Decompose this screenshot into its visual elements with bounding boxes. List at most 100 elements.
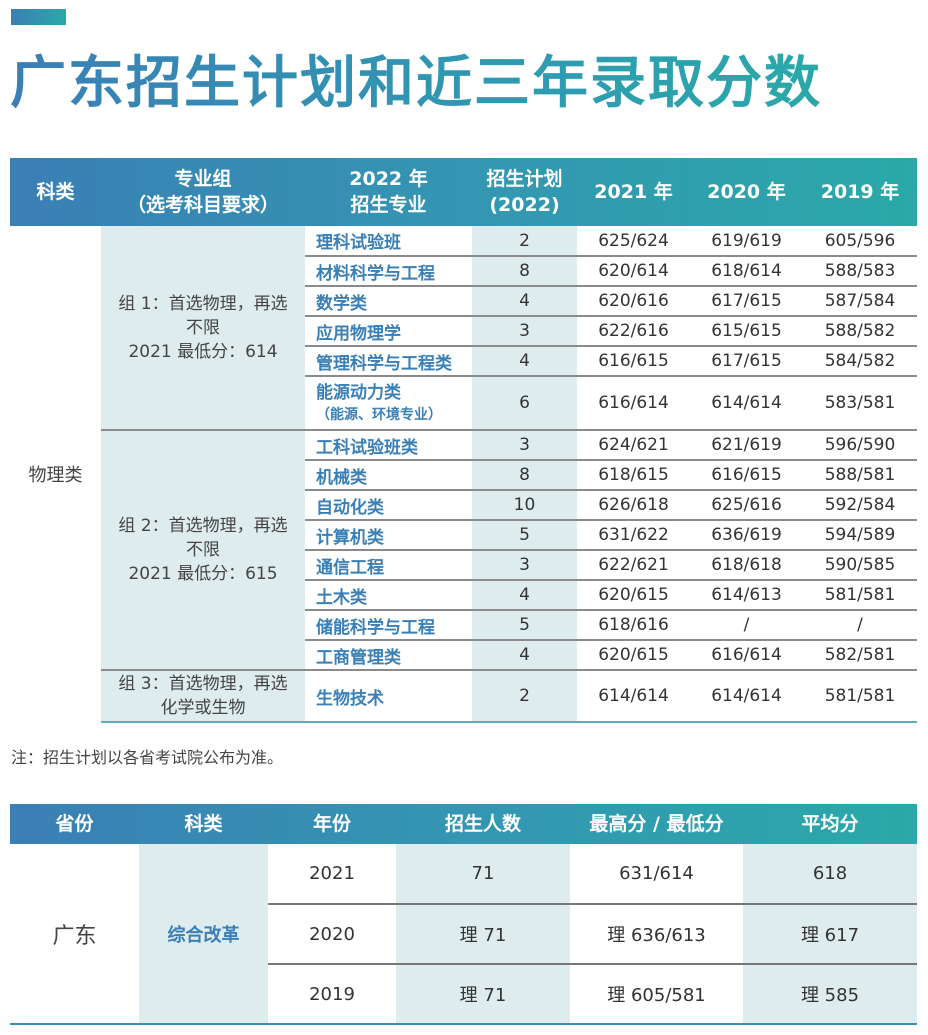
table-row: 材料科学与工程 8 620/614 618/614 588/583 — [10, 256, 917, 287]
table-row: 物理类 组 1：首选物理，再选 不限 2021 最低分：614 理科试验班 2 … — [10, 226, 917, 486]
score-2021-cell: 625/624 — [577, 226, 690, 257]
plan-cell: 3 — [472, 316, 577, 347]
score-2020-cell: 636/619 — [690, 520, 803, 551]
header-major: 2022 年 招生专业 — [305, 158, 472, 226]
plan-cell: 8 — [472, 256, 577, 287]
table-header-row: 省份 科类 年份 招生人数 最高分 / 最低分 平均分 — [10, 804, 917, 844]
header-major-line1: 2022 年 — [349, 168, 428, 190]
score-2019-cell: 583/581 — [803, 376, 917, 431]
score-2021-cell: 616/614 — [577, 376, 690, 431]
major-cell: 土木类 — [305, 580, 472, 611]
high-low-cell: 理 636/613 — [570, 904, 743, 965]
major-cell: 应用物理学 — [305, 316, 472, 347]
score-2019-cell: 588/582 — [803, 316, 917, 347]
score-2021-cell: 616/615 — [577, 346, 690, 377]
major-cell: 数学类 — [305, 286, 472, 317]
group-1-line3: 2021 最低分：614 — [128, 341, 278, 362]
score-2019-cell: 581/581 — [803, 580, 917, 611]
group-1-cell: 组 1：首选物理，再选 不限 2021 最低分：614 — [101, 226, 305, 431]
score-2020-cell: 618/614 — [690, 256, 803, 287]
score-2020-cell: 616/614 — [690, 640, 803, 671]
year-cell: 2020 — [268, 904, 396, 965]
enrollment-cell: 理 71 — [396, 904, 570, 965]
score-2021-cell: 620/615 — [577, 580, 690, 611]
footnote: 注：招生计划以各省考试院公布为准。 — [11, 748, 284, 767]
group-2-line2: 不限 — [186, 540, 220, 560]
enrollment-cell: 71 — [396, 844, 570, 905]
major-subtitle: （能源、环境专业） — [316, 407, 442, 423]
score-2020-cell: 619/619 — [690, 226, 803, 257]
table-row: 工商管理类 4 620/615 616/614 582/581 — [10, 640, 917, 671]
score-2020-cell: 617/615 — [690, 286, 803, 317]
score-2019-cell: 581/581 — [803, 670, 917, 723]
average-cell: 理 585 — [743, 964, 917, 1025]
group-1-line1: 组 1：首选物理，再选 — [118, 293, 288, 314]
table-row: 能源动力类 （能源、环境专业） 6 616/614 614/614 583/58… — [10, 376, 917, 431]
major-cell: 材料科学与工程 — [305, 256, 472, 287]
average-cell: 理 617 — [743, 904, 917, 965]
group-2-cell: 组 2：首选物理，再选 不限 2021 最低分：615 — [101, 430, 305, 671]
major-cell: 工科试验班类 — [305, 430, 472, 461]
table-header-row: 科类 专业组 （选考科目要求） 2022 年 招生专业 招生计划 (2022) … — [10, 158, 917, 226]
admission-plan-table: 科类 专业组 （选考科目要求） 2022 年 招生专业 招生计划 (2022) … — [10, 158, 917, 723]
score-2019-cell: 584/582 — [803, 346, 917, 377]
category-cell: 综合改革 — [139, 844, 268, 1025]
plan-cell: 3 — [472, 430, 577, 461]
group-3-line1: 组 3：首选物理，再选 — [118, 674, 288, 694]
plan-cell: 4 — [472, 286, 577, 317]
score-2020-cell: 618/618 — [690, 550, 803, 581]
score-2019-cell: 587/584 — [803, 286, 917, 317]
score-2021-cell: 626/618 — [577, 490, 690, 521]
header-2020: 2020 年 — [707, 181, 786, 203]
score-2021-cell: 622/621 — [577, 550, 690, 581]
table-row: 2020 理 71 理 636/613 理 617 — [10, 904, 917, 965]
score-2019-cell: 588/581 — [803, 460, 917, 491]
major-cell: 储能科学与工程 — [305, 610, 472, 641]
group-3-cell: 组 3：首选物理，再选 化学或生物 — [101, 670, 305, 723]
table-row: 管理科学与工程类 4 616/615 617/615 584/582 — [10, 346, 917, 377]
major-cell: 能源动力类 （能源、环境专业） — [305, 376, 472, 431]
header-2021: 2021 年 — [594, 181, 673, 203]
group-3-line2: 化学或生物 — [160, 698, 246, 718]
score-2019-cell: 588/583 — [803, 256, 917, 287]
plan-cell: 4 — [472, 640, 577, 671]
score-2021-cell: 620/615 — [577, 640, 690, 671]
high-low-cell: 631/614 — [570, 844, 743, 905]
high-low-cell: 理 605/581 — [570, 964, 743, 1025]
year-cell: 2019 — [268, 964, 396, 1025]
header-major-line2: 招生专业 — [350, 194, 427, 216]
table-row: 2019 理 71 理 605/581 理 585 — [10, 964, 917, 1025]
plan-cell: 10 — [472, 490, 577, 521]
major-cell: 生物技术 — [305, 670, 472, 723]
plan-cell: 8 — [472, 460, 577, 491]
score-2020-cell: 614/614 — [690, 670, 803, 723]
year-cell: 2021 — [268, 844, 396, 905]
accent-bar — [11, 9, 66, 25]
average-cell: 618 — [743, 844, 917, 905]
header-plan: 招生计划 (2022) — [472, 158, 577, 226]
score-2020-cell: 617/615 — [690, 346, 803, 377]
score-2019-cell: 592/584 — [803, 490, 917, 521]
major-cell: 机械类 — [305, 460, 472, 491]
plan-cell: 3 — [472, 550, 577, 581]
group-2-line3: 2021 最低分：615 — [128, 564, 278, 584]
major-cell: 工商管理类 — [305, 640, 472, 671]
score-2021-cell: 622/616 — [577, 316, 690, 347]
admission-history-table: 省份 科类 年份 招生人数 最高分 / 最低分 平均分 广东 综合改革 2021… — [10, 804, 917, 1025]
table-row: 应用物理学 3 622/616 615/615 588/582 — [10, 316, 917, 347]
score-2020-cell: 621/619 — [690, 430, 803, 461]
score-2019-cell: 590/585 — [803, 550, 917, 581]
score-2021-cell: 618/616 — [577, 610, 690, 641]
score-2020-cell: / — [690, 610, 803, 641]
major-cell: 自动化类 — [305, 490, 472, 521]
score-2019-cell: / — [803, 610, 917, 641]
score-2021-cell: 620/614 — [577, 256, 690, 287]
plan-cell: 5 — [472, 520, 577, 551]
header-province: 省份 — [55, 813, 94, 835]
major-name: 能源动力类 — [316, 383, 401, 403]
header-category: 科类 — [184, 813, 223, 835]
plan-cell: 2 — [472, 226, 577, 257]
table-row: 土木类 4 620/615 614/613 581/581 — [10, 580, 917, 611]
score-2020-cell: 625/616 — [690, 490, 803, 521]
table-row: 广东 综合改革 2021 71 631/614 618 — [10, 844, 917, 1025]
